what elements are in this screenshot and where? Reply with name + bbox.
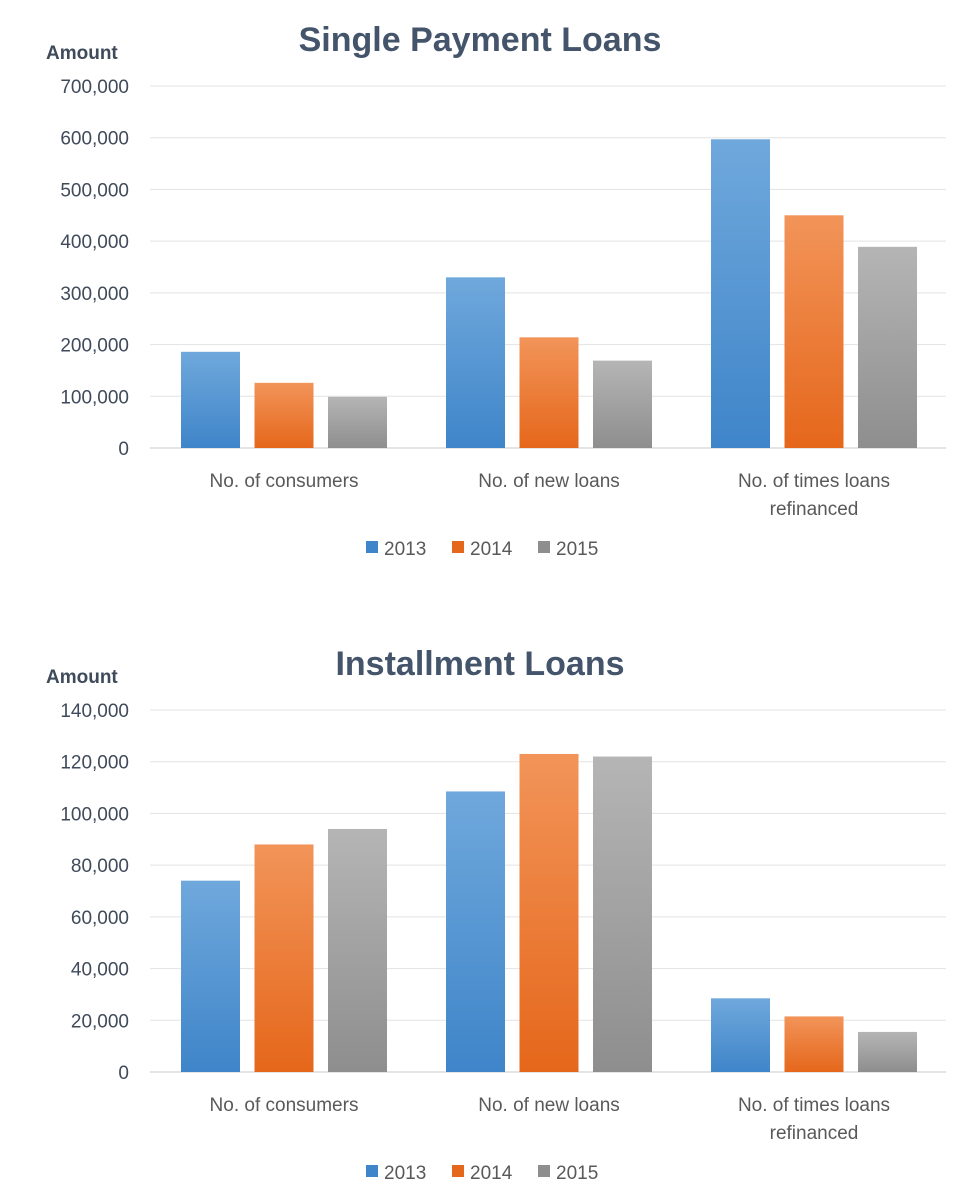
bar-2013-1	[181, 880, 240, 1072]
legend-label-2015: 2015	[556, 1163, 598, 1184]
y-tick-label: 300,000	[60, 284, 129, 305]
bar-2015-2	[593, 360, 652, 448]
bar-2015-1	[328, 828, 387, 1072]
x-category-label: No. of consumers	[210, 471, 359, 492]
y-tick-label: 600,000	[60, 129, 129, 150]
x-category-label: refinanced	[770, 1123, 859, 1144]
legend-label-2014: 2014	[470, 539, 513, 560]
installment-loans-chart: Installment Loans Amount 0 20,000 40,000 60,0…	[0, 624, 960, 1200]
bar-2014-2	[519, 753, 579, 1072]
y-tick-label: 120,000	[60, 753, 129, 774]
bar-2014-1	[254, 844, 314, 1072]
bar-2015-2	[593, 756, 652, 1072]
y-tick-label: 100,000	[60, 804, 129, 825]
legend-swatch-2013	[366, 1165, 378, 1177]
y-tick-label: 400,000	[60, 232, 129, 253]
chart-title: Single Payment Loans	[299, 21, 662, 59]
bar-2014-3	[784, 215, 844, 448]
y-tick-label: 20,000	[71, 1011, 129, 1032]
y-tick-label: 80,000	[71, 856, 129, 877]
x-category-label: No. of new loans	[478, 471, 620, 492]
bar-2015-3	[858, 246, 917, 448]
x-category-label: No. of times loans	[738, 1095, 890, 1116]
bar-2014-1	[254, 382, 314, 448]
y-tick-label: 0	[118, 439, 129, 460]
bar-2015-1	[328, 396, 387, 448]
bar-2013-2	[446, 791, 505, 1072]
x-category-label: No. of times loans	[738, 471, 890, 492]
y-tick-label: 100,000	[60, 387, 129, 408]
bar-2013-2	[446, 277, 505, 448]
legend-swatch-2014	[452, 541, 464, 553]
y-axis-label: Amount	[46, 667, 118, 688]
bar-2013-1	[181, 351, 240, 448]
legend-swatch-2014	[452, 1165, 464, 1177]
legend-label-2014: 2014	[470, 1163, 513, 1184]
y-tick-label: 200,000	[60, 336, 129, 357]
y-tick-label: 500,000	[60, 180, 129, 201]
legend-label-2013: 2013	[384, 1163, 426, 1184]
single-payment-loans-chart: Single Payment Loans Amount 0 100,000 200,00…	[46, 21, 946, 560]
legend-label-2013: 2013	[384, 539, 426, 560]
bar-2014-3	[784, 1016, 844, 1072]
y-tick-label: 0	[118, 1063, 129, 1084]
x-category-label: No. of new loans	[478, 1095, 620, 1116]
y-tick-label: 700,000	[60, 77, 129, 98]
chart-title: Installment Loans	[335, 645, 624, 683]
bar-2015-3	[858, 1031, 917, 1072]
chart-svg: Installment Loans Amount 0 20,000 40,000 60,0…	[46, 645, 946, 1184]
x-category-label: refinanced	[770, 499, 859, 520]
legend-label-2015: 2015	[556, 539, 598, 560]
chart-svg: Single Payment Loans Amount 0 100,000 200,00…	[46, 21, 946, 560]
bar-2013-3	[711, 139, 770, 448]
legend-swatch-2015	[538, 541, 550, 553]
bar-2013-3	[711, 998, 770, 1072]
y-tick-label: 40,000	[71, 960, 129, 981]
y-axis-label: Amount	[46, 43, 118, 64]
y-tick-label: 140,000	[60, 701, 129, 722]
legend-swatch-2015	[538, 1165, 550, 1177]
bar-2014-2	[519, 337, 579, 448]
legend-swatch-2013	[366, 541, 378, 553]
y-tick-label: 60,000	[71, 908, 129, 929]
x-category-label: No. of consumers	[210, 1095, 359, 1116]
